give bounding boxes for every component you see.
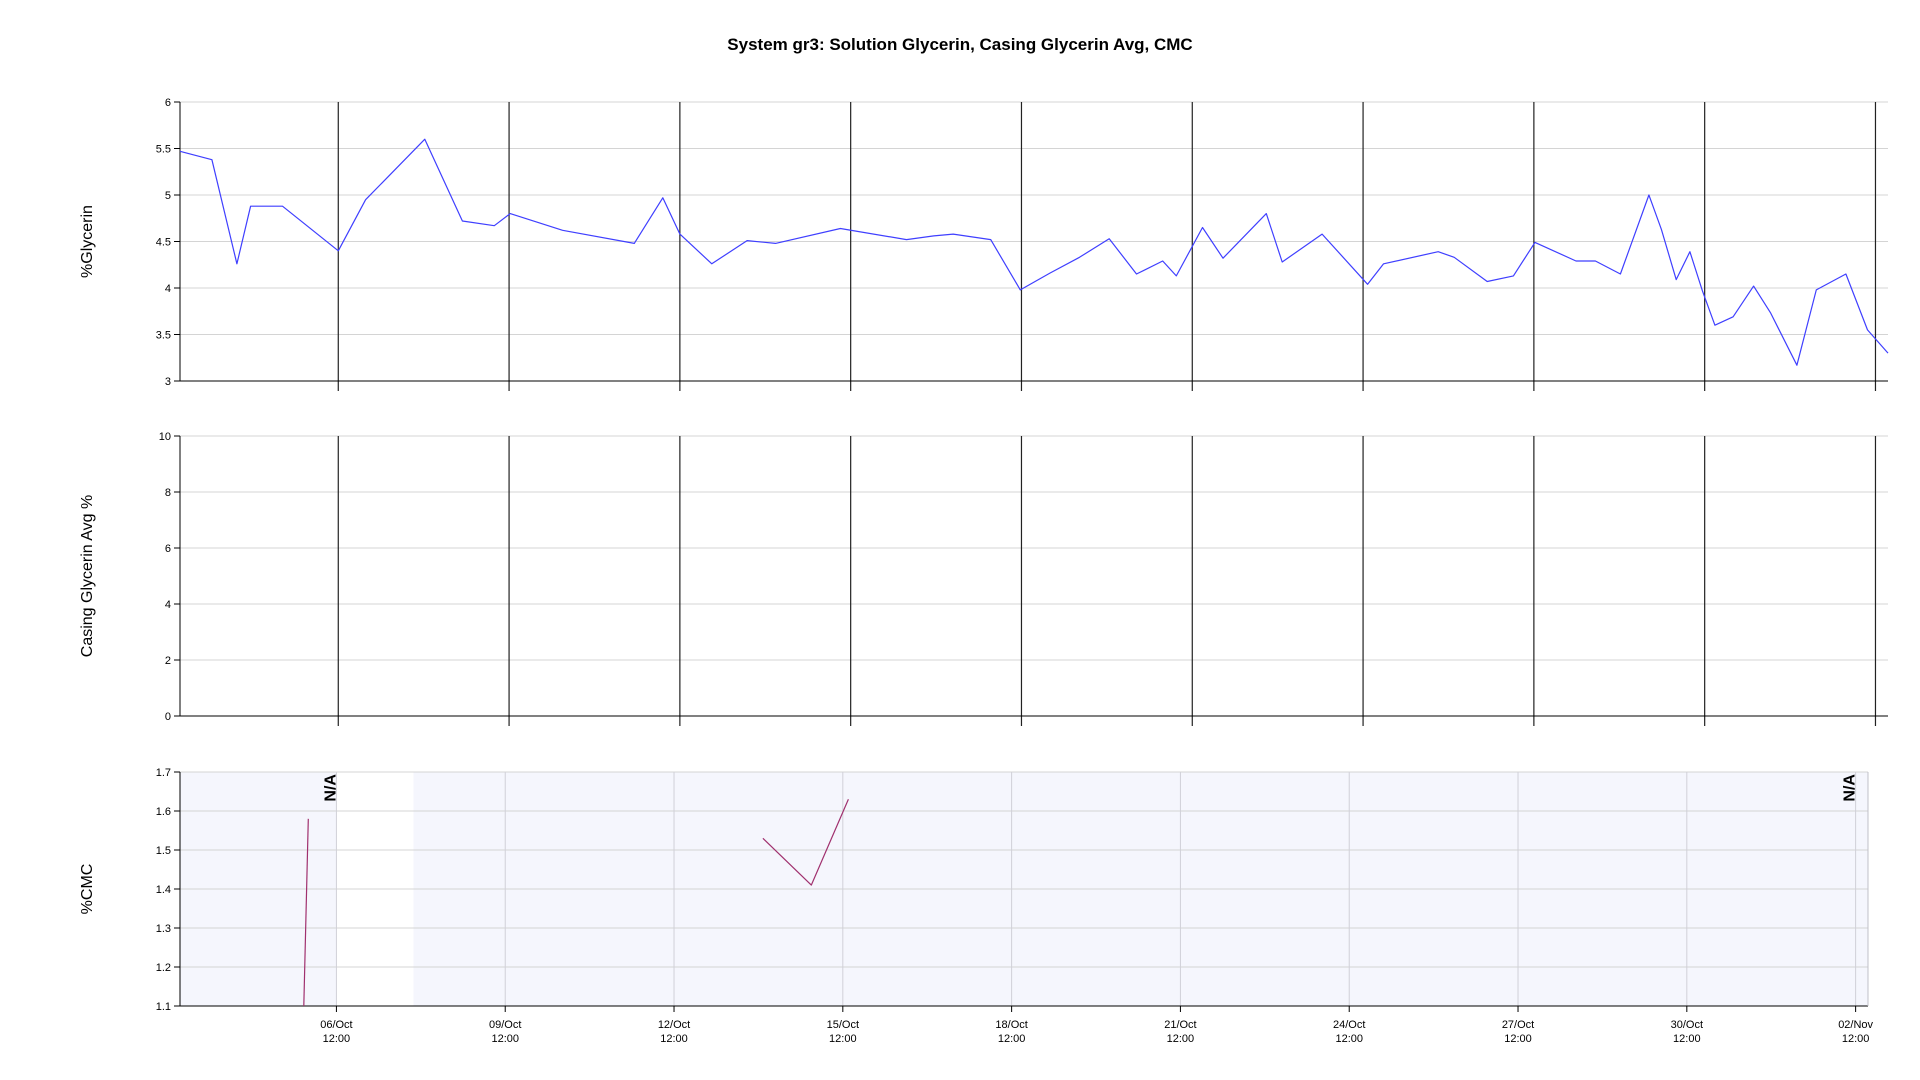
- x-tick-label-date: 15/Oct: [827, 1019, 859, 1031]
- y-tick-label: 10: [159, 431, 171, 443]
- plots-group: 3 3.5 4 4.5 5 5.5 6 %Glycerin 0 2 4 6 8 10 Casing Glyc…: [79, 97, 1889, 1045]
- y-tick-label: 1.2: [156, 962, 171, 974]
- x-tick-label-date: 06/Oct: [320, 1019, 352, 1031]
- y-tick-label: 2: [165, 655, 171, 667]
- y-tick-label: 5.5: [156, 144, 171, 156]
- y-tick-label: 6: [165, 543, 171, 555]
- x-tick-label-date: 09/Oct: [489, 1019, 521, 1031]
- x-tick-label-date: 18/Oct: [995, 1019, 1027, 1031]
- panel-3: 1.1 1.2 1.3 1.4 1.5 1.6 1.7 %CMC 06/Oct 12:00 09/O…: [79, 767, 1874, 1045]
- y-tick-label: 1.7: [156, 767, 171, 779]
- y-tick-label: 1.4: [156, 884, 171, 896]
- y-tick-label: 5: [165, 190, 171, 202]
- x-tick-label-date: 12/Oct: [658, 1019, 690, 1031]
- x-tick-label-time: 12:00: [1673, 1033, 1701, 1045]
- y-tick-label: 8: [165, 487, 171, 499]
- y-tick-label: 1.3: [156, 923, 171, 935]
- panel-1: 3 3.5 4 4.5 5 5.5 6 %Glycerin: [79, 97, 1889, 391]
- x-tick-label-time: 12:00: [1335, 1033, 1363, 1045]
- x-tick-label-time: 12:00: [660, 1033, 688, 1045]
- x-tick-label-time: 12:00: [323, 1033, 351, 1045]
- x-tick-label-date: 21/Oct: [1164, 1019, 1196, 1031]
- series-line: [762, 799, 849, 886]
- x-tick-label-time: 12:00: [491, 1033, 519, 1045]
- y-tick-label: 3.5: [156, 330, 171, 342]
- y-axis-label: Casing Glycerin Avg %: [79, 495, 96, 657]
- y-tick-label: 4.5: [156, 237, 171, 249]
- y-axis-label: %CMC: [79, 864, 96, 915]
- y-tick-label: 1.1: [156, 1001, 171, 1013]
- panel-2: 0 2 4 6 8 10 Casing Glycerin Avg %: [79, 431, 1888, 726]
- x-tick-label-date: 24/Oct: [1333, 1019, 1365, 1031]
- x-tick-label-time: 12:00: [1167, 1033, 1195, 1045]
- chart-title: System gr3: Solution Glycerin, Casing Gl…: [727, 35, 1192, 54]
- y-tick-label: 1.5: [156, 845, 171, 857]
- series-line: [179, 138, 1889, 366]
- x-tick-label-date: 02/Nov: [1838, 1019, 1873, 1031]
- y-tick-label: 1.6: [156, 806, 171, 818]
- x-tick-label-time: 12:00: [829, 1033, 857, 1045]
- x-tick-label-date: 27/Oct: [1502, 1019, 1534, 1031]
- x-tick-label-time: 12:00: [998, 1033, 1026, 1045]
- y-axis-label: %Glycerin: [79, 205, 96, 278]
- y-tick-label: 0: [165, 711, 171, 723]
- na-annotation: N/A: [1842, 774, 1859, 802]
- y-tick-label: 4: [165, 599, 171, 611]
- x-tick-label-time: 12:00: [1842, 1033, 1870, 1045]
- y-tick-label: 3: [165, 376, 171, 388]
- x-tick-label-time: 12:00: [1504, 1033, 1532, 1045]
- series-line: [303, 818, 309, 1007]
- plot-background: [180, 436, 1888, 716]
- y-tick-label: 6: [165, 97, 171, 109]
- na-annotation: N/A: [322, 774, 339, 802]
- x-tick-label-date: 30/Oct: [1671, 1019, 1703, 1031]
- y-tick-label: 4: [165, 283, 171, 295]
